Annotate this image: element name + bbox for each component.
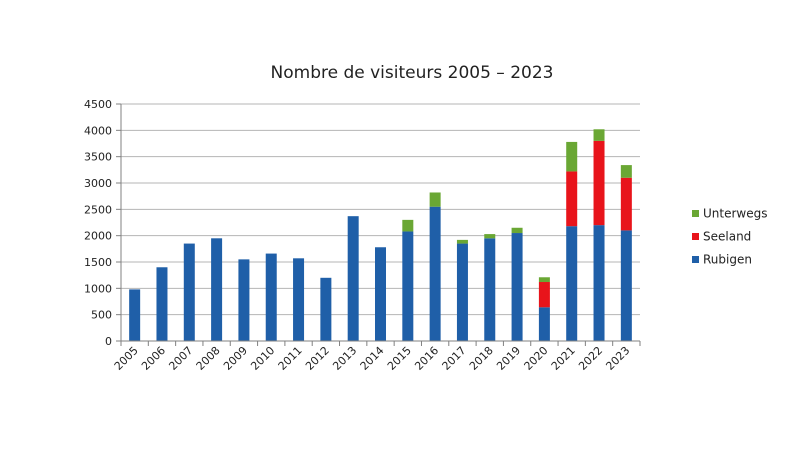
bar-unterwegs-2020 — [538, 277, 550, 283]
y-tick-label: 4500 — [84, 98, 112, 111]
bar-seeland-2022 — [593, 140, 605, 226]
x-tick-label: 2022 — [576, 344, 605, 373]
bar-rubigen-2023 — [620, 230, 632, 341]
y-tick-label: 500 — [91, 309, 112, 322]
bar-rubigen-2018 — [484, 238, 496, 341]
x-tick-label: 2013 — [330, 344, 359, 373]
legend-label-rubigen: Rubigen — [703, 253, 752, 267]
legend-swatch-rubigen — [692, 256, 699, 263]
y-tick-label: 3500 — [84, 151, 112, 164]
bar-rubigen-2015 — [402, 231, 414, 341]
x-tick-label: 2009 — [221, 344, 250, 373]
y-tick-label: 3000 — [84, 177, 112, 190]
x-tick-label: 2008 — [194, 344, 223, 373]
legend-swatch-seeland — [692, 233, 699, 240]
bar-rubigen-2016 — [429, 206, 441, 341]
bar-rubigen-2013 — [347, 216, 359, 341]
bar-rubigen-2012 — [320, 277, 332, 341]
bar-rubigen-2005 — [129, 289, 141, 341]
bar-unterwegs-2015 — [402, 219, 414, 232]
bar-rubigen-2010 — [265, 253, 277, 341]
bar-rubigen-2017 — [456, 243, 468, 341]
legend-label-seeland: Seeland — [703, 230, 751, 244]
x-tick-label: 2018 — [467, 344, 496, 373]
y-tick-label: 1000 — [84, 282, 112, 295]
bar-rubigen-2014 — [375, 247, 386, 341]
legend-label-unterwegs: Unterwegs — [703, 207, 767, 221]
bar-rubigen-2009 — [238, 259, 250, 341]
x-tick-label: 2019 — [494, 344, 523, 373]
x-tick-label: 2007 — [166, 344, 195, 373]
bar-unterwegs-2017 — [456, 239, 468, 244]
bar-rubigen-2006 — [156, 267, 168, 341]
y-tick-label: 2500 — [84, 203, 112, 216]
x-tick-label: 2010 — [248, 344, 277, 373]
y-tick-label: 4000 — [84, 124, 112, 137]
y-tick-label: 1500 — [84, 256, 112, 269]
bar-rubigen-2011 — [293, 258, 305, 341]
x-tick-label: 2005 — [112, 344, 141, 373]
bar-unterwegs-2018 — [484, 234, 496, 239]
bar-seeland-2023 — [620, 177, 632, 231]
x-tick-label: 2014 — [358, 344, 387, 373]
x-tick-label: 2016 — [412, 344, 441, 373]
y-tick-label: 0 — [105, 335, 112, 348]
x-tick-label: 2006 — [139, 344, 168, 373]
gridlines — [121, 103, 640, 342]
bar-rubigen-2007 — [183, 243, 195, 341]
bar-unterwegs-2019 — [511, 227, 523, 234]
bar-rubigen-2019 — [511, 233, 523, 341]
x-tick-label: 2015 — [385, 344, 414, 373]
bar-unterwegs-2016 — [429, 192, 441, 207]
legend-swatch-unterwegs — [692, 210, 699, 217]
chart-title: Nombre de visiteurs 2005 – 2023 — [271, 63, 554, 83]
x-tick-label: 2021 — [549, 344, 578, 373]
x-tick-label: 2023 — [603, 344, 632, 373]
x-tick-label: 2020 — [522, 344, 551, 373]
y-tick-label: 2000 — [84, 230, 112, 243]
bar-unterwegs-2023 — [620, 165, 632, 178]
x-tick-label: 2012 — [303, 344, 332, 373]
x-tick-label: 2011 — [276, 344, 305, 373]
bar-rubigen-2022 — [593, 225, 605, 341]
bar-seeland-2021 — [566, 171, 578, 227]
bar-seeland-2020 — [538, 282, 550, 308]
bar-unterwegs-2022 — [593, 129, 605, 141]
y-axis: 0 500 1000 1500 2000 2500 3000 3500 4000 4500 — [84, 98, 122, 348]
bar-rubigen-2021 — [566, 226, 578, 341]
bar-rubigen-2020 — [538, 307, 550, 341]
bar-rubigen-2008 — [211, 238, 223, 341]
legend: Unterwegs Seeland Rubigen — [692, 207, 767, 267]
bar-unterwegs-2021 — [566, 141, 578, 172]
x-tick-label: 2017 — [440, 344, 469, 373]
bars — [129, 129, 632, 341]
x-axis: 2005200620072008200920102011201220132014… — [112, 340, 641, 373]
